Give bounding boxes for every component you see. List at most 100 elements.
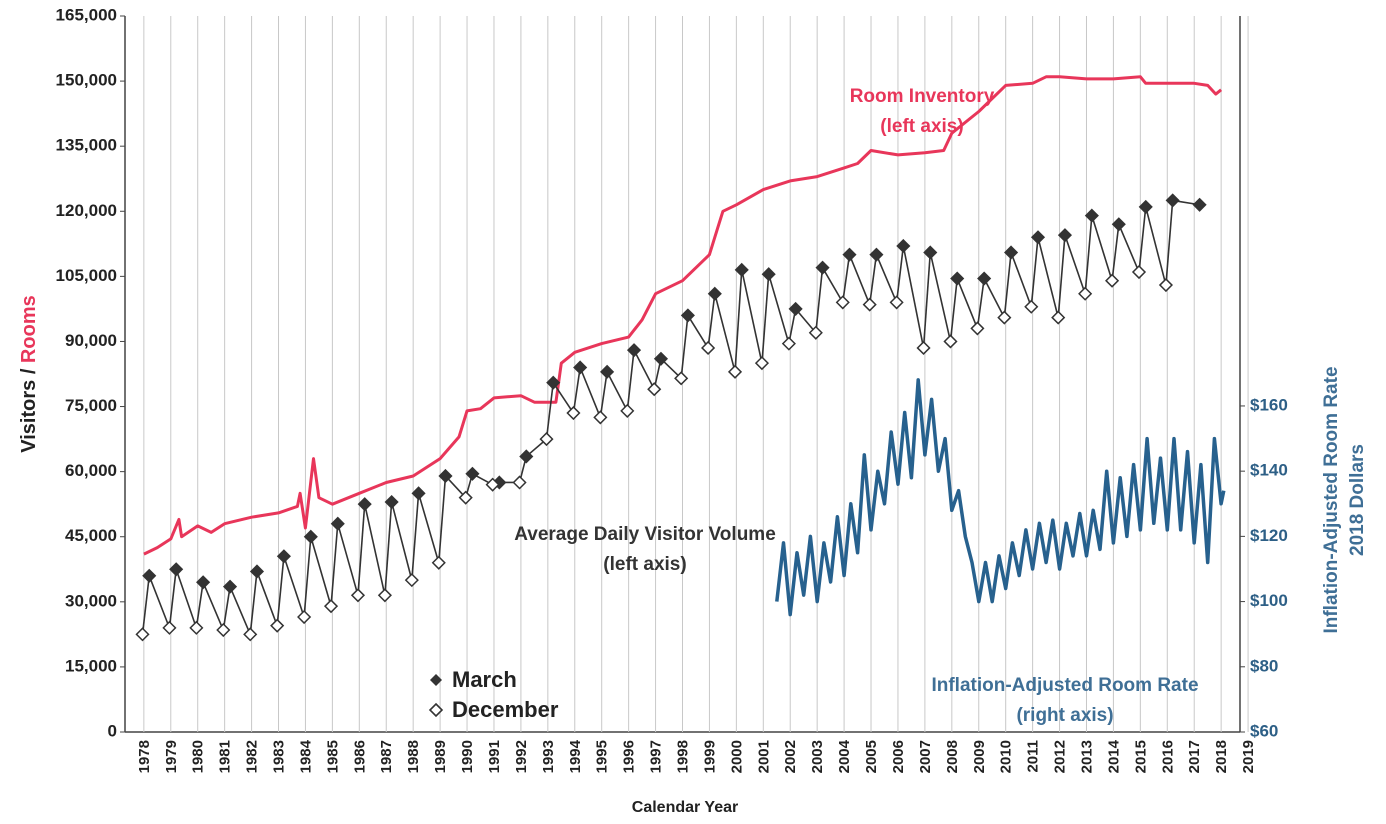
y2-tick-label: $100 <box>1250 591 1288 610</box>
visitor-line-segment <box>821 267 844 303</box>
marker <box>270 618 285 633</box>
marker <box>1004 245 1019 260</box>
x-tick-label: 2010 <box>998 740 1015 773</box>
visitor-line-segment <box>761 274 770 364</box>
marker <box>323 599 339 614</box>
x-tick-label: 1998 <box>675 740 692 773</box>
marker <box>142 568 157 583</box>
marker <box>680 308 695 323</box>
y-tick-label: 0 <box>108 721 117 740</box>
visitor-line-segment <box>437 475 447 563</box>
y2-tick-label: $120 <box>1250 526 1288 545</box>
marker <box>754 356 770 371</box>
x-tick-label: 2007 <box>917 740 934 773</box>
x-tick-label: 2002 <box>782 740 799 773</box>
x-tick-label: 2011 <box>1025 740 1042 773</box>
plot-area <box>135 75 1226 642</box>
marker <box>1105 273 1120 288</box>
visitor-line-segment <box>256 571 278 626</box>
marker <box>566 405 581 421</box>
visitor-line-segment <box>195 582 204 628</box>
x-tick-label: 2012 <box>1052 740 1069 773</box>
marker <box>431 555 446 570</box>
visitor-line-segment <box>249 571 258 635</box>
visitor-line-segment <box>1037 237 1059 318</box>
visitor-line-segment <box>330 523 339 607</box>
marker <box>707 286 722 301</box>
marker <box>997 310 1012 325</box>
y-label-part: Visitors / <box>18 368 40 453</box>
visitor-line-segment <box>902 245 925 349</box>
annotation: (right axis) <box>1016 705 1113 726</box>
visitor-line-segment <box>1064 234 1086 294</box>
visitor-line-segment <box>168 569 177 628</box>
marker <box>1138 199 1153 214</box>
marker <box>1111 217 1126 232</box>
annotation: Room Inventory <box>850 86 995 107</box>
marker <box>458 490 473 505</box>
visitor-line-segment <box>1138 206 1147 273</box>
marker <box>357 497 372 512</box>
x-tick-label: 1983 <box>271 740 288 773</box>
annotation: (left axis) <box>880 116 963 137</box>
x-axis-label: Calendar Year <box>632 799 738 816</box>
marker <box>1084 208 1099 223</box>
x-tick-label: 2018 <box>1213 740 1230 773</box>
marker <box>835 295 850 310</box>
y-tick-label: 60,000 <box>65 461 117 480</box>
y2-tick-label: $140 <box>1250 461 1288 480</box>
visitor-line-segment <box>222 586 231 631</box>
marker <box>330 516 345 531</box>
marker <box>135 627 150 642</box>
x-tick-label: 2019 <box>1240 740 1257 773</box>
marker <box>970 321 985 336</box>
y-axis-label: Visitors / Rooms <box>18 295 40 452</box>
visitor-line-segment <box>1111 224 1120 281</box>
marker <box>465 466 480 481</box>
marker <box>808 325 823 340</box>
marker <box>943 334 958 349</box>
x-tick-label: 1994 <box>567 739 584 773</box>
visitor-line-segment <box>734 269 743 372</box>
x-tick-label: 2008 <box>944 740 961 773</box>
marker <box>1030 230 1046 245</box>
marker <box>438 468 453 484</box>
marker <box>1165 193 1180 208</box>
visitor-line-segment <box>411 493 420 581</box>
x-tick-label: 2003 <box>809 740 826 773</box>
visitor-line-segment <box>740 269 763 364</box>
visitor-line-segment <box>1057 235 1066 318</box>
x-tick-label: 2001 <box>755 740 772 773</box>
visitor-line-segment <box>895 245 905 303</box>
marker <box>573 360 588 375</box>
visitor-line-segment <box>949 278 959 342</box>
x-tick-label: 2006 <box>890 740 907 773</box>
y-tick-label: 30,000 <box>65 591 117 610</box>
x-tick-label: 1997 <box>648 740 665 773</box>
visitor-line-segment <box>707 293 716 349</box>
visitor-line-segment <box>276 556 285 626</box>
visitor-line-segment <box>1144 206 1167 286</box>
visitor-line-segment <box>606 371 628 412</box>
x-tick-label: 1990 <box>459 740 476 773</box>
marker <box>1051 310 1066 325</box>
marker <box>781 336 796 351</box>
marker <box>404 573 419 588</box>
legend-label: December <box>452 697 559 722</box>
x-tick-label: 1978 <box>136 740 153 773</box>
visitor-line-segment <box>1118 223 1140 273</box>
y-tick-label: 135,000 <box>56 136 117 155</box>
marker <box>485 477 500 492</box>
marker <box>950 271 965 286</box>
x-tick-label: 1995 <box>594 740 611 773</box>
visitor-line-segment <box>815 267 824 333</box>
y-tick-label: 15,000 <box>65 656 117 675</box>
visitor-line-segment <box>1010 252 1033 308</box>
marker <box>222 579 238 594</box>
marker <box>196 575 211 590</box>
marker <box>600 364 615 379</box>
visitor-line-segment <box>848 254 871 305</box>
x-tick-label: 1984 <box>297 739 314 773</box>
